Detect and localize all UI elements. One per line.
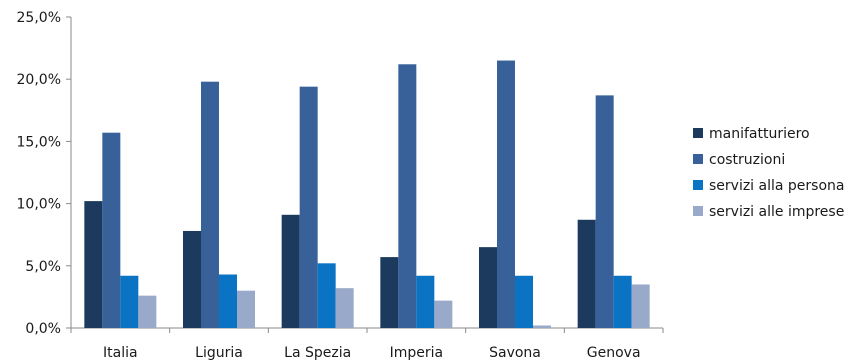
bar-costruzioni-Liguria [201, 81, 219, 328]
bar-costruzioni-Imperia [398, 64, 417, 328]
y-tick-label: 20,0% [17, 72, 61, 88]
legend-swatch [693, 180, 703, 190]
bar-servizi-alla-persona-Genova [613, 275, 632, 328]
legend-label: costruzioni [709, 152, 785, 168]
bar-costruzioni-Genova [595, 95, 614, 328]
x-category-label: Imperia [390, 345, 444, 361]
y-tick-label: 0,0% [25, 321, 61, 337]
bar-servizi-alle-imprese-La-Spezia [335, 288, 354, 328]
bar-manifatturiero-Italia [84, 201, 103, 328]
y-tick-label: 25,0% [17, 10, 61, 26]
bar-costruzioni-Italia [102, 132, 121, 328]
y-tick-label: 10,0% [17, 197, 61, 213]
y-tick-label: 15,0% [17, 134, 61, 150]
bar-servizi-alle-imprese-Liguria [237, 290, 255, 328]
x-category-label: La Spezia [284, 345, 351, 361]
bar-costruzioni-La-Spezia [299, 86, 318, 328]
x-category-label: Savona [489, 345, 541, 361]
bar-servizi-alla-persona-Imperia [416, 275, 435, 328]
bar-servizi-alla-persona-Liguria [219, 274, 237, 328]
bar-manifatturiero-Imperia [380, 257, 399, 328]
bar-servizi-alle-imprese-Italia [138, 295, 157, 328]
bar-servizi-alla-persona-La-Spezia [317, 263, 336, 328]
bar-servizi-alla-persona-Italia [120, 275, 139, 328]
bar-manifatturiero-Genova [577, 219, 596, 328]
bars [84, 60, 650, 328]
y-axis: 0,0% 5,0% 10,0% 15,0% 20,0% 25,0% [17, 10, 72, 337]
bar-manifatturiero-Liguria [183, 230, 201, 328]
x-category-label: Liguria [195, 345, 243, 361]
bar-servizi-alle-imprese-Imperia [434, 300, 453, 328]
y-tick-label: 5,0% [25, 259, 61, 275]
x-axis: Italia Liguria La Spezia Imperia Savona Genov… [70, 327, 664, 361]
bar-servizi-alle-imprese-Genova [631, 284, 650, 328]
legend-swatch [693, 128, 703, 138]
bar-costruzioni-Savona [497, 60, 515, 328]
x-category-label: Genova [587, 345, 641, 361]
legend: manifatturiero costruzioni servizi alla pe… [693, 126, 844, 220]
bar-servizi-alle-imprese-Savona [533, 325, 551, 328]
legend-swatch [693, 154, 703, 164]
legend-label: servizi alle imprese [709, 204, 844, 220]
bar-servizi-alla-persona-Savona [515, 275, 533, 328]
legend-label: manifatturiero [709, 126, 810, 142]
bar-manifatturiero-Savona [479, 247, 497, 328]
bar-manifatturiero-La-Spezia [281, 214, 300, 328]
legend-swatch [693, 206, 703, 216]
legend-label: servizi alla persona [709, 178, 844, 194]
x-category-label: Italia [103, 345, 138, 361]
